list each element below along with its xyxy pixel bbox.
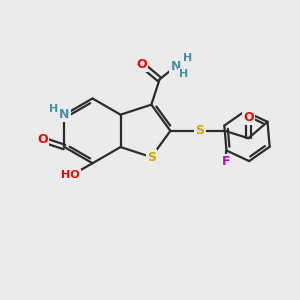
Text: N: N xyxy=(171,60,181,73)
Text: S: S xyxy=(147,151,156,164)
Text: S: S xyxy=(195,124,204,137)
Text: O: O xyxy=(37,133,48,146)
Text: N: N xyxy=(59,108,70,121)
Text: O: O xyxy=(243,110,254,124)
Text: H: H xyxy=(49,104,58,114)
Text: HO: HO xyxy=(61,170,80,180)
Text: H: H xyxy=(179,69,189,80)
Text: O: O xyxy=(136,58,147,71)
Text: F: F xyxy=(222,155,231,168)
Text: H: H xyxy=(184,53,193,63)
